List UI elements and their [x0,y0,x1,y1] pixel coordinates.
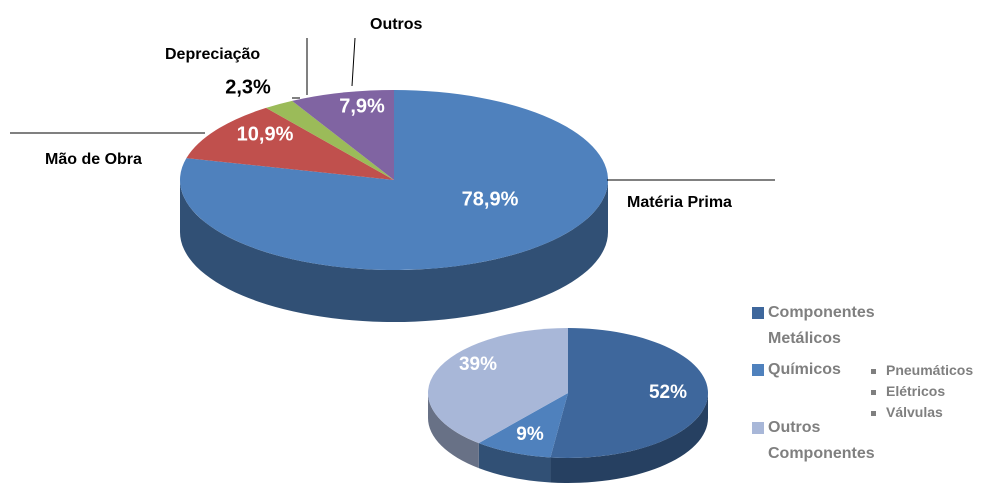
note-bullet [871,369,876,374]
data-label: 78,9% [462,188,519,210]
note-label: Válvulas [886,404,943,420]
legend-label: Outros Componentes [768,419,875,462]
pie-side [180,180,608,322]
category-label: Depreciação [165,46,260,63]
leader-line [351,37,356,87]
note-bullet [871,390,876,395]
pie-slice [266,100,394,180]
legend-swatch [752,422,764,434]
category-label: Matéria Prima [627,194,732,211]
legend-swatch [752,364,764,376]
data-label: 39% [459,354,497,375]
note-label: Pneumáticos [886,362,974,378]
legend-label: Componentes Metálicos [768,304,875,347]
pie-side [550,393,708,483]
pie-side [478,443,551,483]
pie-slice [186,107,394,180]
data-label: 2,3% [225,76,271,98]
data-label: 7,9% [339,95,385,117]
category-label: Mão de Obra [45,151,142,168]
pie-slice [428,328,568,444]
data-label: 10,9% [237,123,294,145]
legend-swatch [752,307,764,319]
note-label: Elétricos [886,383,946,399]
pie-side [428,393,479,469]
category-label: Outros [370,16,423,33]
legend-label: Químicos [768,361,841,378]
pie-slice [292,90,394,180]
pie-slice [478,393,568,458]
data-label: 52% [649,382,687,403]
pie-slice [550,328,709,459]
data-label: 9% [516,424,544,445]
note-bullet [871,411,876,416]
